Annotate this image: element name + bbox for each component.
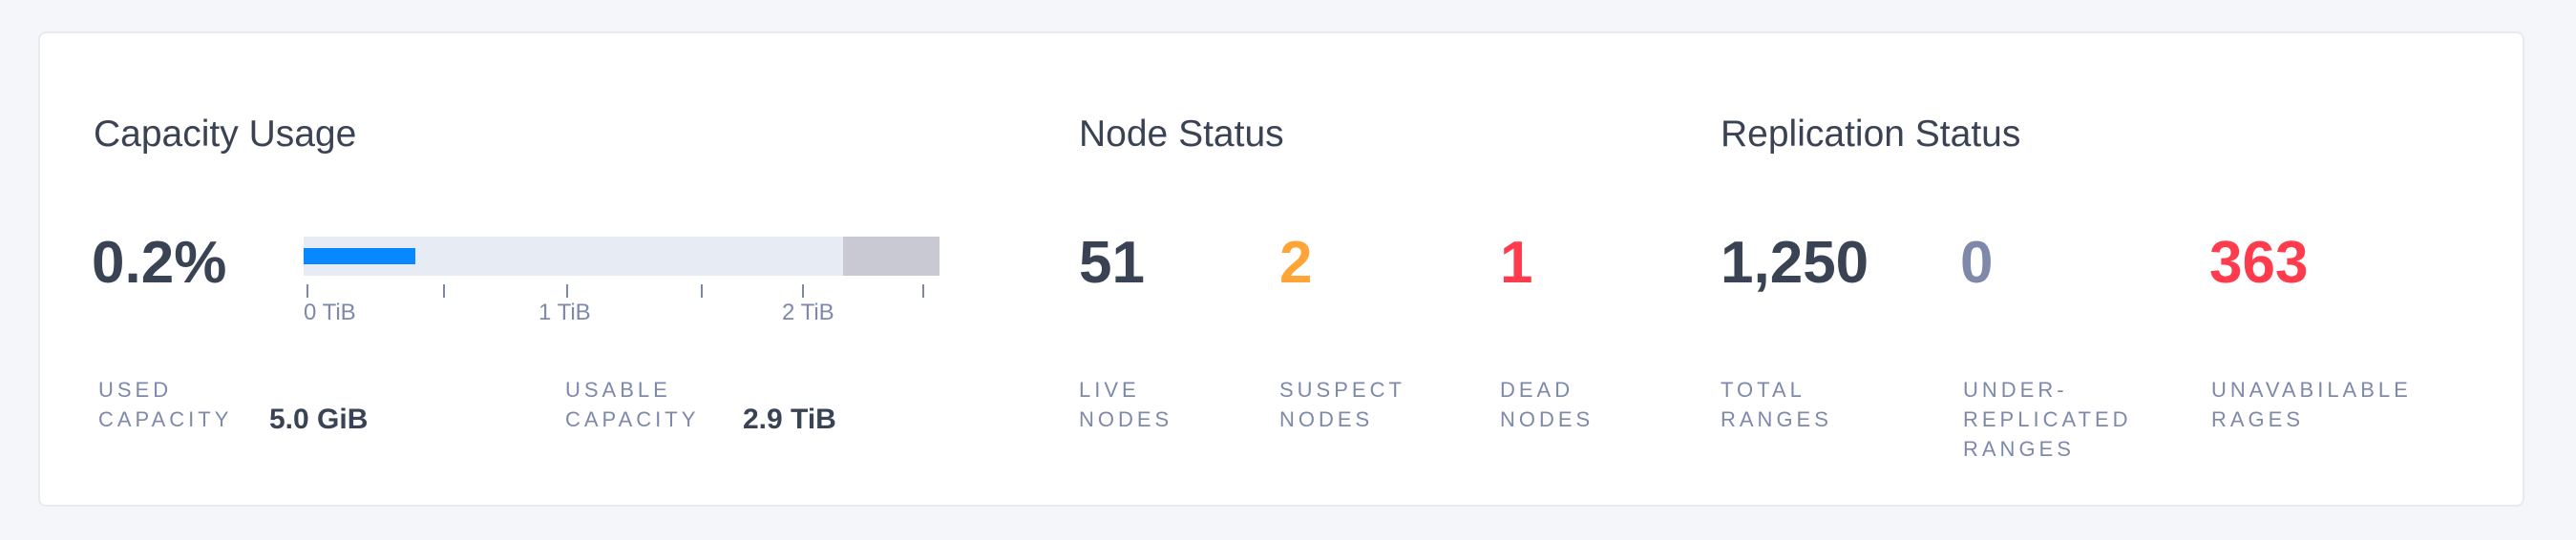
usable-capacity-label: USABLE CAPACITY	[565, 378, 700, 431]
total-ranges-label: TOTAL RANGES	[1721, 378, 1832, 431]
live-nodes-label: LIVE NODES	[1079, 378, 1173, 431]
capacity-bar-reserved	[843, 237, 940, 276]
capacity-bar	[304, 237, 940, 276]
under-replicated-ranges-count: 0	[1960, 230, 1994, 296]
axis-tick	[306, 284, 308, 298]
axis-tick	[701, 284, 703, 298]
total-ranges-count: 1,250	[1721, 230, 1869, 296]
capacity-usage-title: Capacity Usage	[94, 114, 357, 155]
axis-tick	[802, 284, 804, 298]
used-capacity-label: USED CAPACITY	[98, 378, 233, 431]
under-replicated-ranges-label: UNDER- REPLICATED RANGES	[1963, 378, 2132, 461]
used-capacity-value: 5.0 GiB	[269, 404, 369, 435]
replication-status-title: Replication Status	[1721, 114, 2021, 155]
suspect-nodes-label: SUSPECT NODES	[1279, 378, 1405, 431]
axis-label: 2 TiB	[782, 300, 834, 325]
axis-label: 0 TiB	[304, 300, 356, 325]
node-status-title: Node Status	[1079, 114, 1284, 155]
dead-nodes-label: DEAD NODES	[1500, 378, 1594, 431]
axis-label: 1 TiB	[538, 300, 591, 325]
capacity-percent: 0.2%	[92, 230, 227, 296]
live-nodes-count: 51	[1079, 230, 1145, 296]
suspect-nodes-count: 2	[1279, 230, 1313, 296]
axis-tick	[443, 284, 445, 298]
unavailable-ranges-label: UNAVABILABLE RAGES	[2211, 378, 2412, 431]
dead-nodes-count: 1	[1500, 230, 1533, 296]
usable-capacity-value: 2.9 TiB	[743, 404, 836, 435]
axis-tick	[922, 284, 924, 298]
axis-tick	[566, 284, 568, 298]
capacity-bar-used	[304, 248, 415, 264]
unavailable-ranges-count: 363	[2209, 230, 2309, 296]
